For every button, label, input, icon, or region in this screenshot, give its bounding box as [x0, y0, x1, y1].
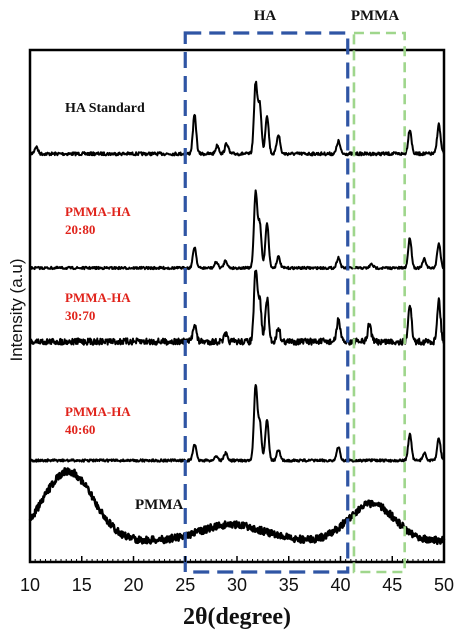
series-label-line: 40:60	[65, 422, 95, 437]
x-tick-label: 25	[175, 575, 195, 595]
tick-layer: 10 15 20 25 30 35 40 45 50	[20, 556, 454, 595]
series-line-pmma-ha-40-60	[29, 384, 445, 463]
x-tick-label: 30	[227, 575, 247, 595]
x-axis-title: 2θ(degree)	[183, 604, 291, 630]
series-label-line: PMMA	[135, 497, 183, 513]
x-tick-label: 50	[434, 575, 454, 595]
x-tick-label: 10	[20, 575, 40, 595]
series-label-line: 30:70	[65, 308, 95, 323]
region-box-pmma	[352, 31, 406, 574]
series-line-pmma-ha-20-80	[29, 189, 445, 271]
region-layer: HA PMMA	[183, 8, 406, 574]
series-layer	[28, 80, 446, 546]
x-tick-label: 40	[330, 575, 350, 595]
region-label-ha: HA	[254, 8, 277, 24]
series-line-pmma	[28, 467, 446, 546]
x-tick-label: 15	[72, 575, 92, 595]
series-label-line: 20:80	[65, 222, 95, 237]
x-tick-label: 35	[279, 575, 299, 595]
plot-frame	[28, 48, 446, 564]
x-tick-label: 20	[123, 575, 143, 595]
y-axis-title: Intensity (a.u)	[7, 259, 26, 362]
series-label-line: PMMA-HA	[65, 290, 131, 305]
label-layer: HA Standard PMMA-HA 20:80 PMMA-HA 30:70 PMMA-…	[65, 101, 183, 513]
series-line-pmma-ha-30-70	[29, 269, 445, 346]
series-label-line: HA Standard	[65, 101, 145, 116]
region-label-pmma: PMMA	[351, 8, 399, 24]
region-box-ha	[183, 31, 350, 574]
x-tick-label: 45	[382, 575, 402, 595]
series-label-line: PMMA-HA	[65, 404, 131, 419]
series-line-ha-standard	[29, 80, 445, 157]
series-label-line: PMMA-HA	[65, 204, 131, 219]
